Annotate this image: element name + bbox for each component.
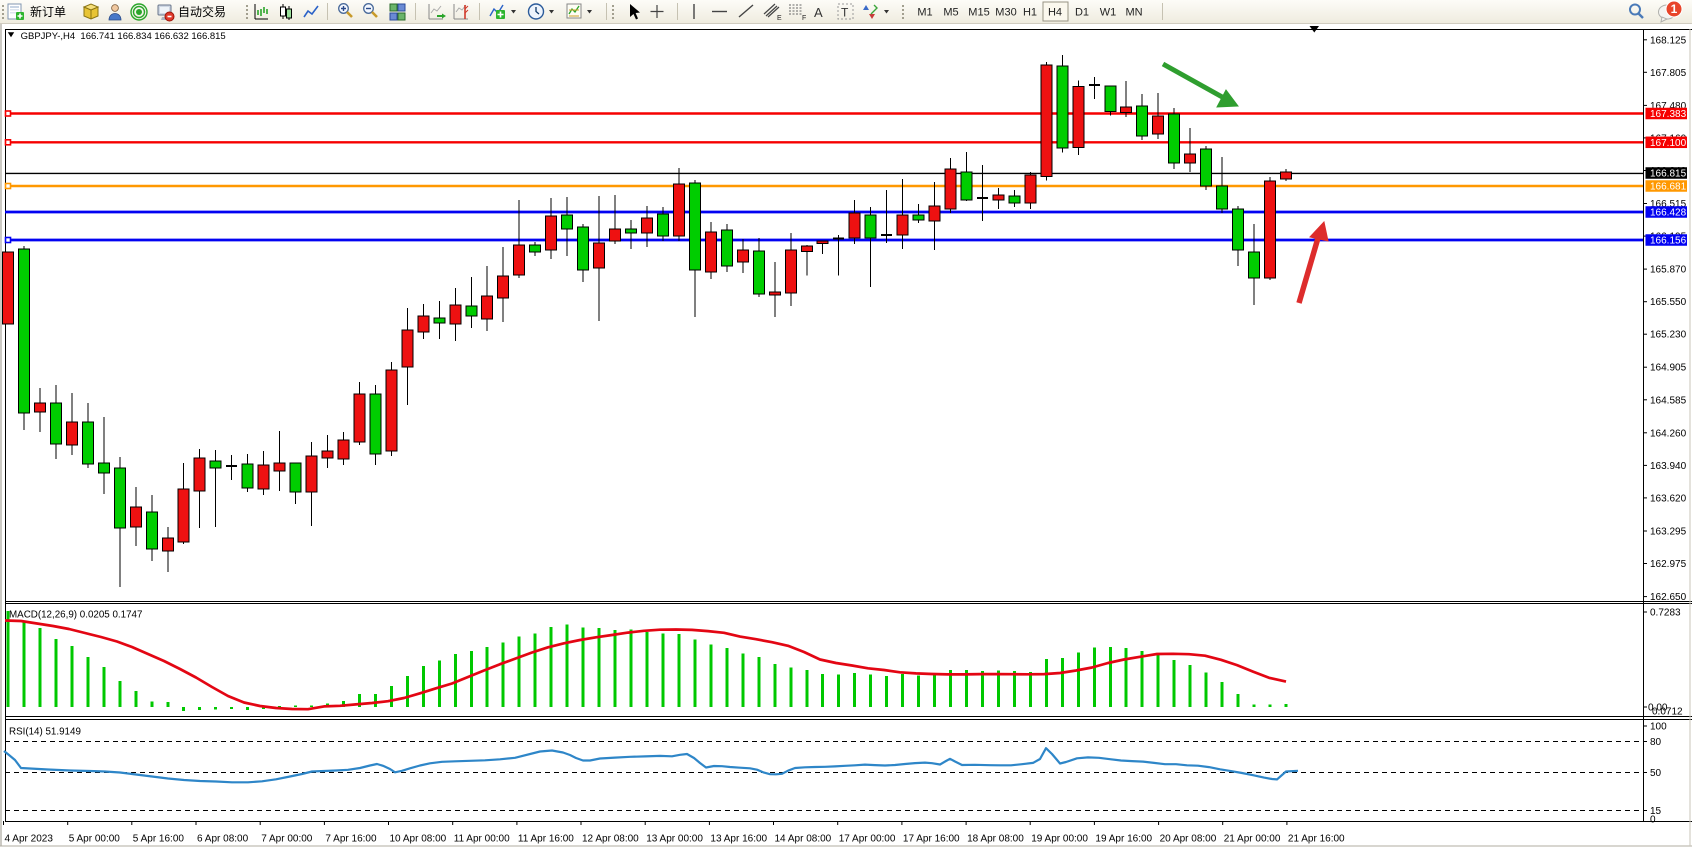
svg-text:80: 80: [1650, 737, 1662, 748]
svg-text:164.905: 164.905: [1650, 363, 1687, 374]
svg-text:19 Apr 00:00: 19 Apr 00:00: [1031, 834, 1088, 845]
svg-text:11 Apr 00:00: 11 Apr 00:00: [454, 834, 510, 845]
svg-text:19 Apr 16:00: 19 Apr 16:00: [1095, 834, 1152, 845]
svg-text:T: T: [841, 6, 849, 20]
svg-text:新订单: 新订单: [30, 4, 66, 19]
svg-text:21 Apr 16:00: 21 Apr 16:00: [1288, 834, 1345, 845]
svg-text:163.295: 163.295: [1650, 527, 1687, 538]
svg-text:RSI(14) 51.9149: RSI(14) 51.9149: [9, 727, 81, 738]
svg-text:D1: D1: [1075, 7, 1089, 19]
svg-text:15: 15: [1650, 806, 1662, 817]
svg-text:165.230: 165.230: [1650, 330, 1687, 341]
svg-text:H4: H4: [1048, 7, 1062, 19]
svg-text:0.7283: 0.7283: [1650, 608, 1681, 619]
svg-text:E: E: [777, 15, 782, 22]
svg-text:100: 100: [1650, 722, 1667, 733]
svg-text:0.0712: 0.0712: [1652, 707, 1683, 718]
svg-text:M15: M15: [968, 7, 989, 19]
svg-text:20 Apr 08:00: 20 Apr 08:00: [1160, 834, 1217, 845]
svg-text:166.428: 166.428: [1650, 208, 1687, 219]
svg-text:7 Apr 16:00: 7 Apr 16:00: [325, 834, 377, 845]
svg-text:11 Apr 16:00: 11 Apr 16:00: [518, 834, 574, 845]
svg-text:5 Apr 00:00: 5 Apr 00:00: [69, 834, 121, 845]
svg-text:165.870: 165.870: [1650, 265, 1687, 276]
svg-text:F: F: [802, 15, 806, 22]
svg-text:14 Apr 08:00: 14 Apr 08:00: [775, 834, 832, 845]
svg-text:21 Apr 00:00: 21 Apr 00:00: [1224, 834, 1281, 845]
svg-text:0: 0: [1650, 815, 1656, 826]
svg-text:163.620: 163.620: [1650, 493, 1687, 504]
svg-text:17 Apr 00:00: 17 Apr 00:00: [839, 834, 896, 845]
svg-text:MACD(12,26,9) 0.0205 0.1747: MACD(12,26,9) 0.0205 0.1747: [9, 610, 142, 621]
svg-text:167.480: 167.480: [1650, 101, 1687, 112]
svg-text:164.260: 164.260: [1650, 428, 1687, 439]
svg-text:13 Apr 00:00: 13 Apr 00:00: [646, 834, 703, 845]
svg-text:7 Apr 00:00: 7 Apr 00:00: [261, 834, 313, 845]
svg-text:166.681: 166.681: [1650, 182, 1687, 193]
svg-text:M1: M1: [917, 7, 932, 19]
svg-text:12 Apr 08:00: 12 Apr 08:00: [582, 834, 639, 845]
svg-text:162.650: 162.650: [1650, 592, 1687, 603]
svg-text:5 Apr 16:00: 5 Apr 16:00: [133, 834, 185, 845]
svg-text:10 Apr 08:00: 10 Apr 08:00: [390, 834, 447, 845]
svg-text:18 Apr 08:00: 18 Apr 08:00: [967, 834, 1024, 845]
svg-text:4 Apr 2023: 4 Apr 2023: [5, 834, 54, 845]
svg-text:167.100: 167.100: [1650, 138, 1687, 149]
svg-text:13 Apr 16:00: 13 Apr 16:00: [710, 834, 767, 845]
svg-text:163.940: 163.940: [1650, 461, 1687, 472]
svg-text:6 Apr 08:00: 6 Apr 08:00: [197, 834, 249, 845]
svg-text:50: 50: [1650, 768, 1662, 779]
svg-text:166.815: 166.815: [1650, 169, 1687, 180]
svg-text:GBPJPY-,H4 166.741 166.834 16: GBPJPY-,H4 166.741 166.834 166.632 166.8…: [21, 31, 226, 42]
svg-text:167.383: 167.383: [1650, 109, 1687, 120]
svg-text:H1: H1: [1023, 7, 1037, 19]
svg-text:MN: MN: [1125, 7, 1142, 19]
svg-text:165.550: 165.550: [1650, 297, 1687, 308]
svg-text:0.00: 0.00: [1648, 703, 1668, 714]
svg-text:W1: W1: [1100, 7, 1117, 19]
svg-text:167.805: 167.805: [1650, 68, 1687, 79]
svg-text:M30: M30: [995, 7, 1016, 19]
svg-text:168.125: 168.125: [1650, 35, 1687, 46]
svg-text:M5: M5: [943, 7, 958, 19]
svg-text:166.156: 166.156: [1650, 236, 1687, 247]
svg-text:17 Apr 16:00: 17 Apr 16:00: [903, 834, 960, 845]
svg-text:166.515: 166.515: [1650, 199, 1687, 210]
svg-text:A: A: [814, 5, 823, 20]
svg-text:自动交易: 自动交易: [178, 4, 226, 19]
svg-text:1: 1: [1671, 2, 1678, 16]
svg-text:162.975: 162.975: [1650, 559, 1687, 570]
svg-text:164.585: 164.585: [1650, 395, 1687, 406]
